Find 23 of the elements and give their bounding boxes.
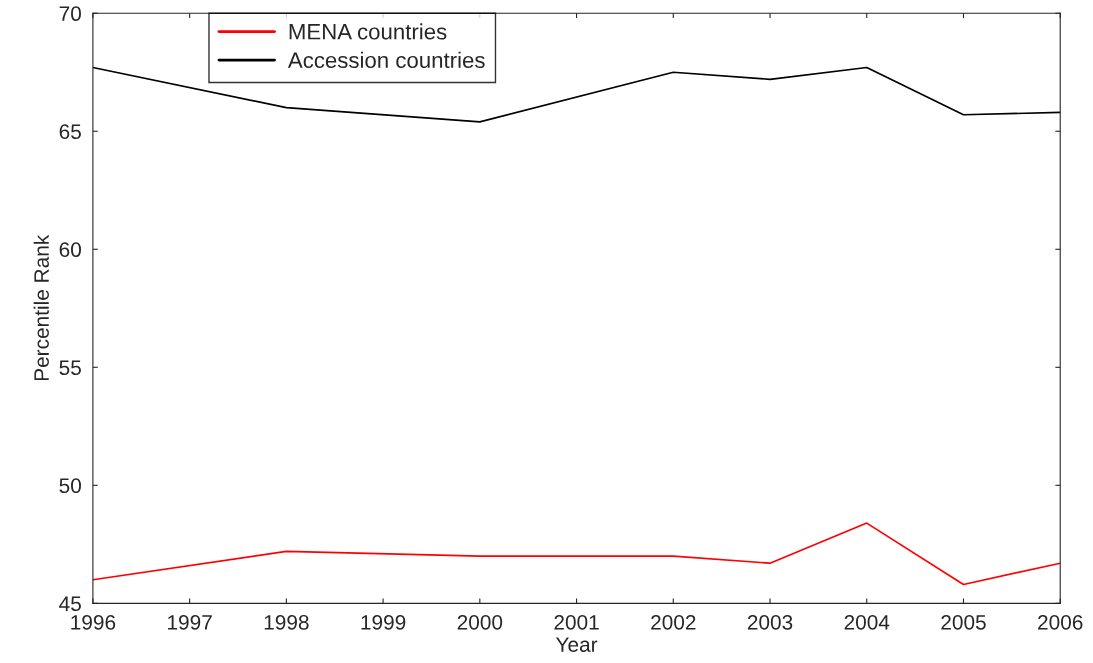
y-tick-label: 55 <box>59 360 81 376</box>
y-tick-label: 45 <box>59 596 81 612</box>
x-tick-label: 1997 <box>168 614 212 630</box>
legend-label: Accession countries <box>287 51 485 69</box>
x-tick-label: 2000 <box>457 614 503 630</box>
x-tick-label: 2002 <box>651 614 696 630</box>
y-axis-title: Percentile Rank <box>33 234 49 381</box>
x-tick-label: 1998 <box>264 614 309 630</box>
x-axis-title: Year <box>555 637 598 652</box>
line-series <box>92 522 1061 586</box>
y-tick-label: 60 <box>59 242 81 258</box>
line-series <box>92 66 1061 123</box>
legend-label: MENA countries <box>289 23 447 40</box>
x-tick-label: 2001 <box>554 614 599 630</box>
x-tick-label: 2003 <box>747 614 793 630</box>
x-tick-label: 2006 <box>1038 614 1083 630</box>
y-tick-label: 65 <box>59 124 81 140</box>
x-tick-label: 2004 <box>844 614 890 630</box>
y-tick-label: 50 <box>59 478 81 494</box>
x-tick-label: 1999 <box>361 614 406 630</box>
y-tick-label: 70 <box>59 6 81 22</box>
x-tick-label: 1996 <box>71 614 116 630</box>
x-tick-label: 2005 <box>941 614 986 630</box>
